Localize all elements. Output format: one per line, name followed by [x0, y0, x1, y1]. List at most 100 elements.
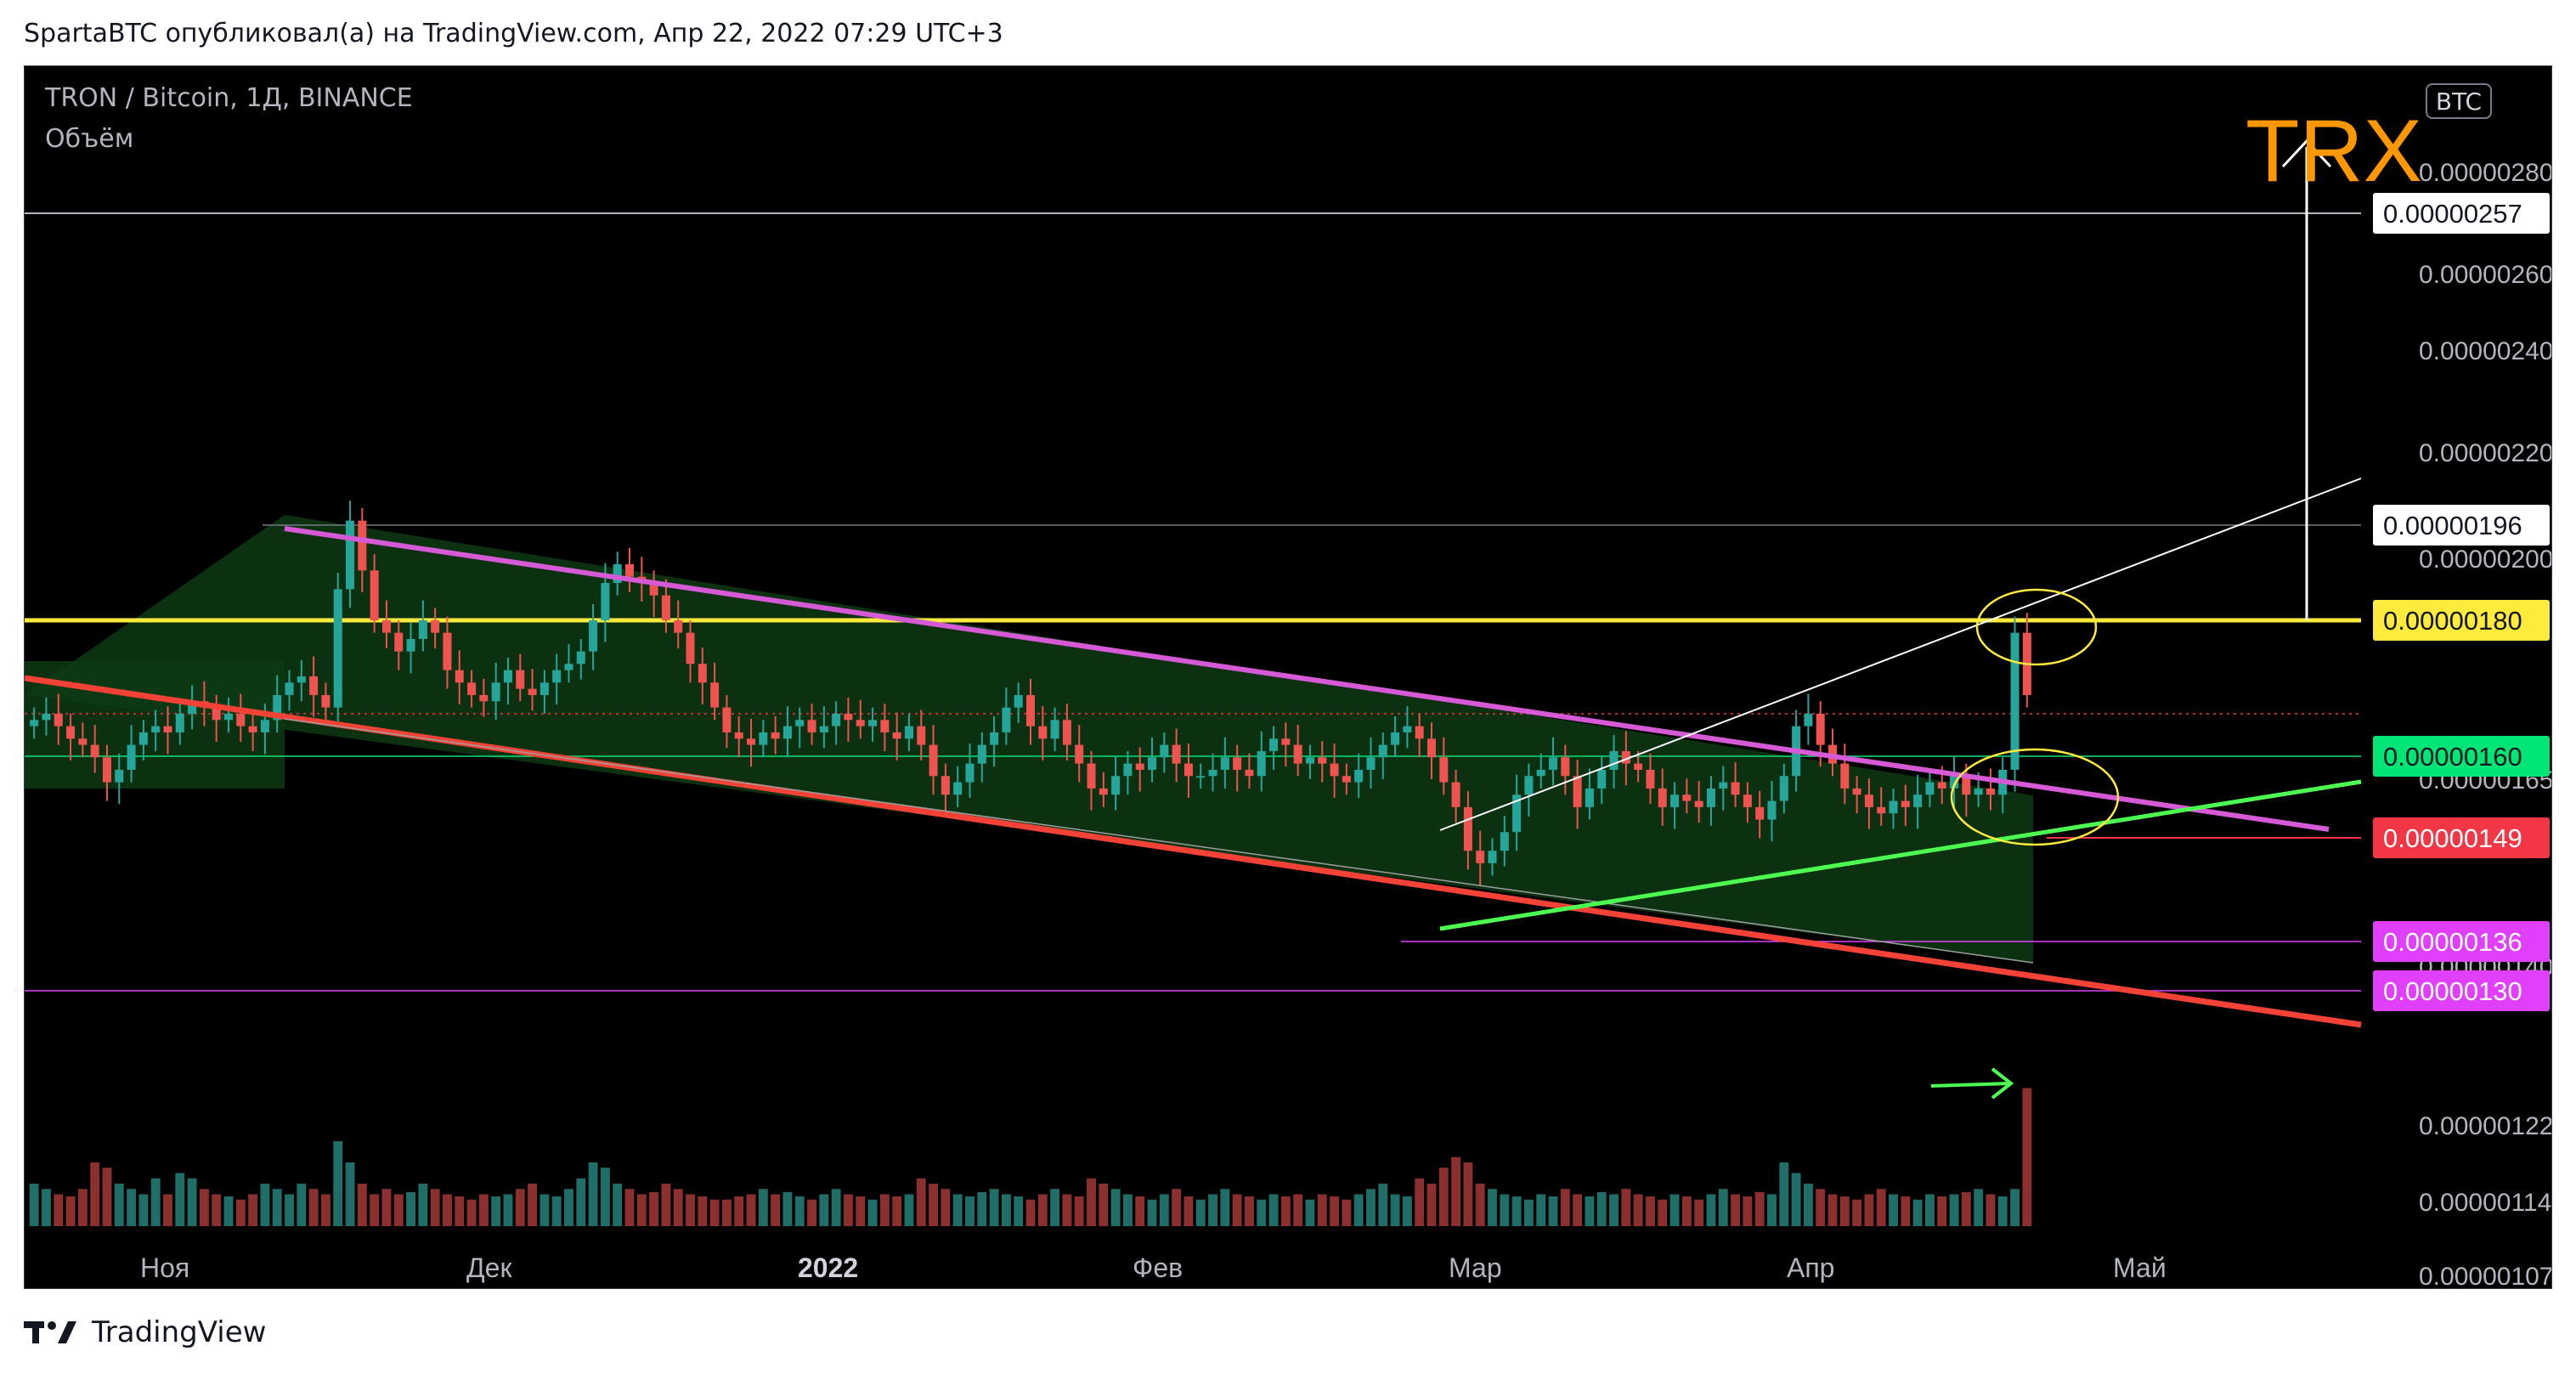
volume-bar: [1378, 1184, 1388, 1226]
volume-bar: [539, 1194, 550, 1226]
volume-bar: [503, 1194, 513, 1226]
volume-bar: [686, 1194, 695, 1226]
candle-body: [819, 726, 828, 732]
time-tick: Апр: [1787, 1252, 1834, 1283]
candle-body: [358, 520, 367, 571]
candle-body: [1950, 776, 1959, 789]
volume-bars: [29, 1088, 2032, 1226]
candle-body: [2010, 632, 2020, 770]
candle-body: [321, 694, 330, 708]
candle-body: [1646, 769, 1655, 789]
time-scale[interactable]: Ноя Дек 2022 Фев Мар Апр Май: [140, 1252, 2166, 1283]
rising-support-line[interactable]: [1439, 779, 2362, 931]
volume-bar: [1062, 1194, 1072, 1226]
price-label-value: 0.00000149: [2383, 823, 2522, 853]
volume-bar: [150, 1178, 161, 1226]
candle-body: [1488, 851, 1497, 863]
candle-body: [747, 738, 756, 745]
candle-body: [1330, 763, 1339, 777]
candle-body: [1877, 806, 1886, 814]
candle-body: [649, 583, 658, 596]
volume-bar: [952, 1194, 963, 1226]
volume-bar: [1511, 1196, 1522, 1226]
candle-body: [1731, 782, 1740, 795]
candle-body: [771, 732, 780, 739]
volume-bar: [613, 1184, 623, 1226]
volume-bar: [1767, 1194, 1777, 1226]
candle-body: [1087, 763, 1096, 789]
candle-body: [844, 713, 853, 721]
volume-bar: [1803, 1184, 1813, 1226]
candle-body: [90, 744, 99, 758]
candle-body: [66, 726, 76, 739]
volume-bar: [297, 1184, 307, 1226]
volume-legend[interactable]: Объём: [45, 124, 134, 154]
price-label-tag: [2373, 600, 2550, 641]
volume-bar: [1633, 1194, 1643, 1226]
volume-bar: [1839, 1196, 1850, 1226]
volume-bar: [1475, 1184, 1485, 1226]
volume-bar: [345, 1162, 355, 1226]
candle-body: [1366, 757, 1376, 770]
price-label-tag: [2373, 193, 2550, 234]
price-label-value: 0.00000180: [2383, 606, 2522, 636]
candle-body: [1183, 763, 1193, 777]
volume-bar: [624, 1189, 635, 1226]
price-label-value: 0.00000160: [2383, 742, 2522, 772]
volume-bar: [782, 1192, 793, 1226]
candle-body: [965, 763, 974, 783]
volume-bar: [1560, 1189, 1570, 1226]
candle-body: [394, 632, 404, 652]
volume-bar: [892, 1196, 902, 1226]
candle-body: [346, 520, 355, 590]
publisher-attribution: SpartaBTC опубликовал(а) на TradingView.…: [24, 19, 1003, 48]
volume-bar: [1852, 1199, 1862, 1226]
candle-body: [78, 738, 88, 745]
candle-body: [868, 720, 878, 727]
time-tick: Май: [2113, 1252, 2166, 1283]
volume-bar: [1305, 1199, 1315, 1226]
candle-body: [381, 620, 391, 633]
chart-frame[interactable]: TRX 0.00000280 0.00000260 0.00000240 0.0000…: [24, 65, 2552, 1289]
candle-body: [260, 720, 269, 732]
volume-bar: [1901, 1196, 1911, 1226]
volume-bar: [831, 1189, 841, 1226]
volume-bar: [515, 1189, 525, 1226]
candle-body: [917, 726, 926, 745]
price-tick: 0.00000107: [2419, 1263, 2552, 1289]
volume-bar: [929, 1184, 939, 1226]
candle-body: [1852, 788, 1861, 795]
channel-top-line[interactable]: [284, 526, 2330, 832]
candle-body: [1415, 726, 1424, 739]
price-chart[interactable]: TRX 0.000002800.000002600.000002400.0000…: [25, 66, 2552, 1289]
rising-resistance-line[interactable]: [1439, 478, 2362, 831]
candle-body: [163, 726, 172, 732]
candle-body: [941, 776, 950, 795]
volume-bar: [1268, 1194, 1279, 1226]
candle-body: [491, 682, 500, 702]
symbol-legend[interactable]: TRON / Bitcoin, 1Д, BINANCE: [45, 83, 413, 113]
volume-bar: [1317, 1194, 1327, 1226]
candle-body: [710, 682, 720, 708]
volume-bar: [333, 1141, 343, 1226]
volume-bar: [649, 1192, 659, 1226]
channel-bottom-line[interactable]: [25, 675, 2362, 1028]
candle-body: [576, 651, 585, 664]
volume-bar: [491, 1196, 501, 1226]
candle-body: [1148, 757, 1157, 770]
volume-bar: [1147, 1199, 1157, 1226]
volume-bar: [709, 1199, 720, 1226]
price-tick: 0.00000220: [2419, 439, 2552, 467]
volume-bar: [455, 1196, 465, 1226]
volume-bar: [758, 1189, 768, 1226]
candle-body: [795, 720, 805, 727]
candle-body: [1111, 776, 1121, 795]
candle-body: [1889, 800, 1898, 814]
candle-body: [1621, 750, 1630, 764]
currency-button[interactable]: BTC: [2426, 83, 2492, 119]
candle-body: [1025, 694, 1036, 727]
volume-bar: [1135, 1196, 1145, 1226]
volume-bar: [1876, 1189, 1886, 1226]
volume-bar: [734, 1196, 744, 1226]
candle-body: [30, 720, 39, 727]
